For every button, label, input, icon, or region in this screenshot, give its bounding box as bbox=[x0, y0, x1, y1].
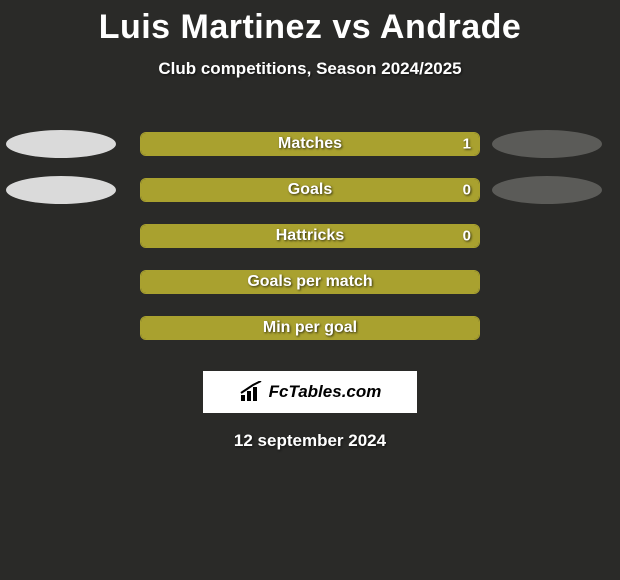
stat-bar: Min per goal bbox=[140, 316, 480, 340]
stat-label: Goals per match bbox=[247, 273, 372, 291]
stat-bar: Hattricks 0 bbox=[140, 224, 480, 248]
stat-label: Goals bbox=[288, 181, 332, 199]
player-right-ellipse bbox=[492, 176, 602, 204]
date-line: 12 september 2024 bbox=[0, 431, 620, 451]
page-title: Luis Martinez vs Andrade bbox=[0, 0, 620, 47]
logo-chart-icon bbox=[239, 381, 265, 403]
stat-bar: Goals 0 bbox=[140, 178, 480, 202]
stat-row: Min per goal bbox=[0, 305, 620, 351]
stat-label: Matches bbox=[278, 135, 342, 153]
stat-row: Goals per match bbox=[0, 259, 620, 305]
logo-text: FcTables.com bbox=[269, 382, 382, 402]
player-left-ellipse bbox=[6, 176, 116, 204]
stat-bar: Matches 1 bbox=[140, 132, 480, 156]
subtitle: Club competitions, Season 2024/2025 bbox=[0, 59, 620, 79]
logo-box: FcTables.com bbox=[203, 371, 417, 413]
stat-row: Hattricks 0 bbox=[0, 213, 620, 259]
stat-value: 0 bbox=[463, 228, 471, 245]
player-right-ellipse bbox=[492, 130, 602, 158]
player-left-ellipse bbox=[6, 130, 116, 158]
stat-label: Hattricks bbox=[276, 227, 344, 245]
stats-area: Matches 1 Goals 0 Hattricks 0 Goals per match M… bbox=[0, 121, 620, 351]
stat-label: Min per goal bbox=[263, 319, 357, 337]
stat-bar: Goals per match bbox=[140, 270, 480, 294]
stat-value: 1 bbox=[463, 136, 471, 153]
stat-row: Matches 1 bbox=[0, 121, 620, 167]
stat-value: 0 bbox=[463, 182, 471, 199]
stat-row: Goals 0 bbox=[0, 167, 620, 213]
